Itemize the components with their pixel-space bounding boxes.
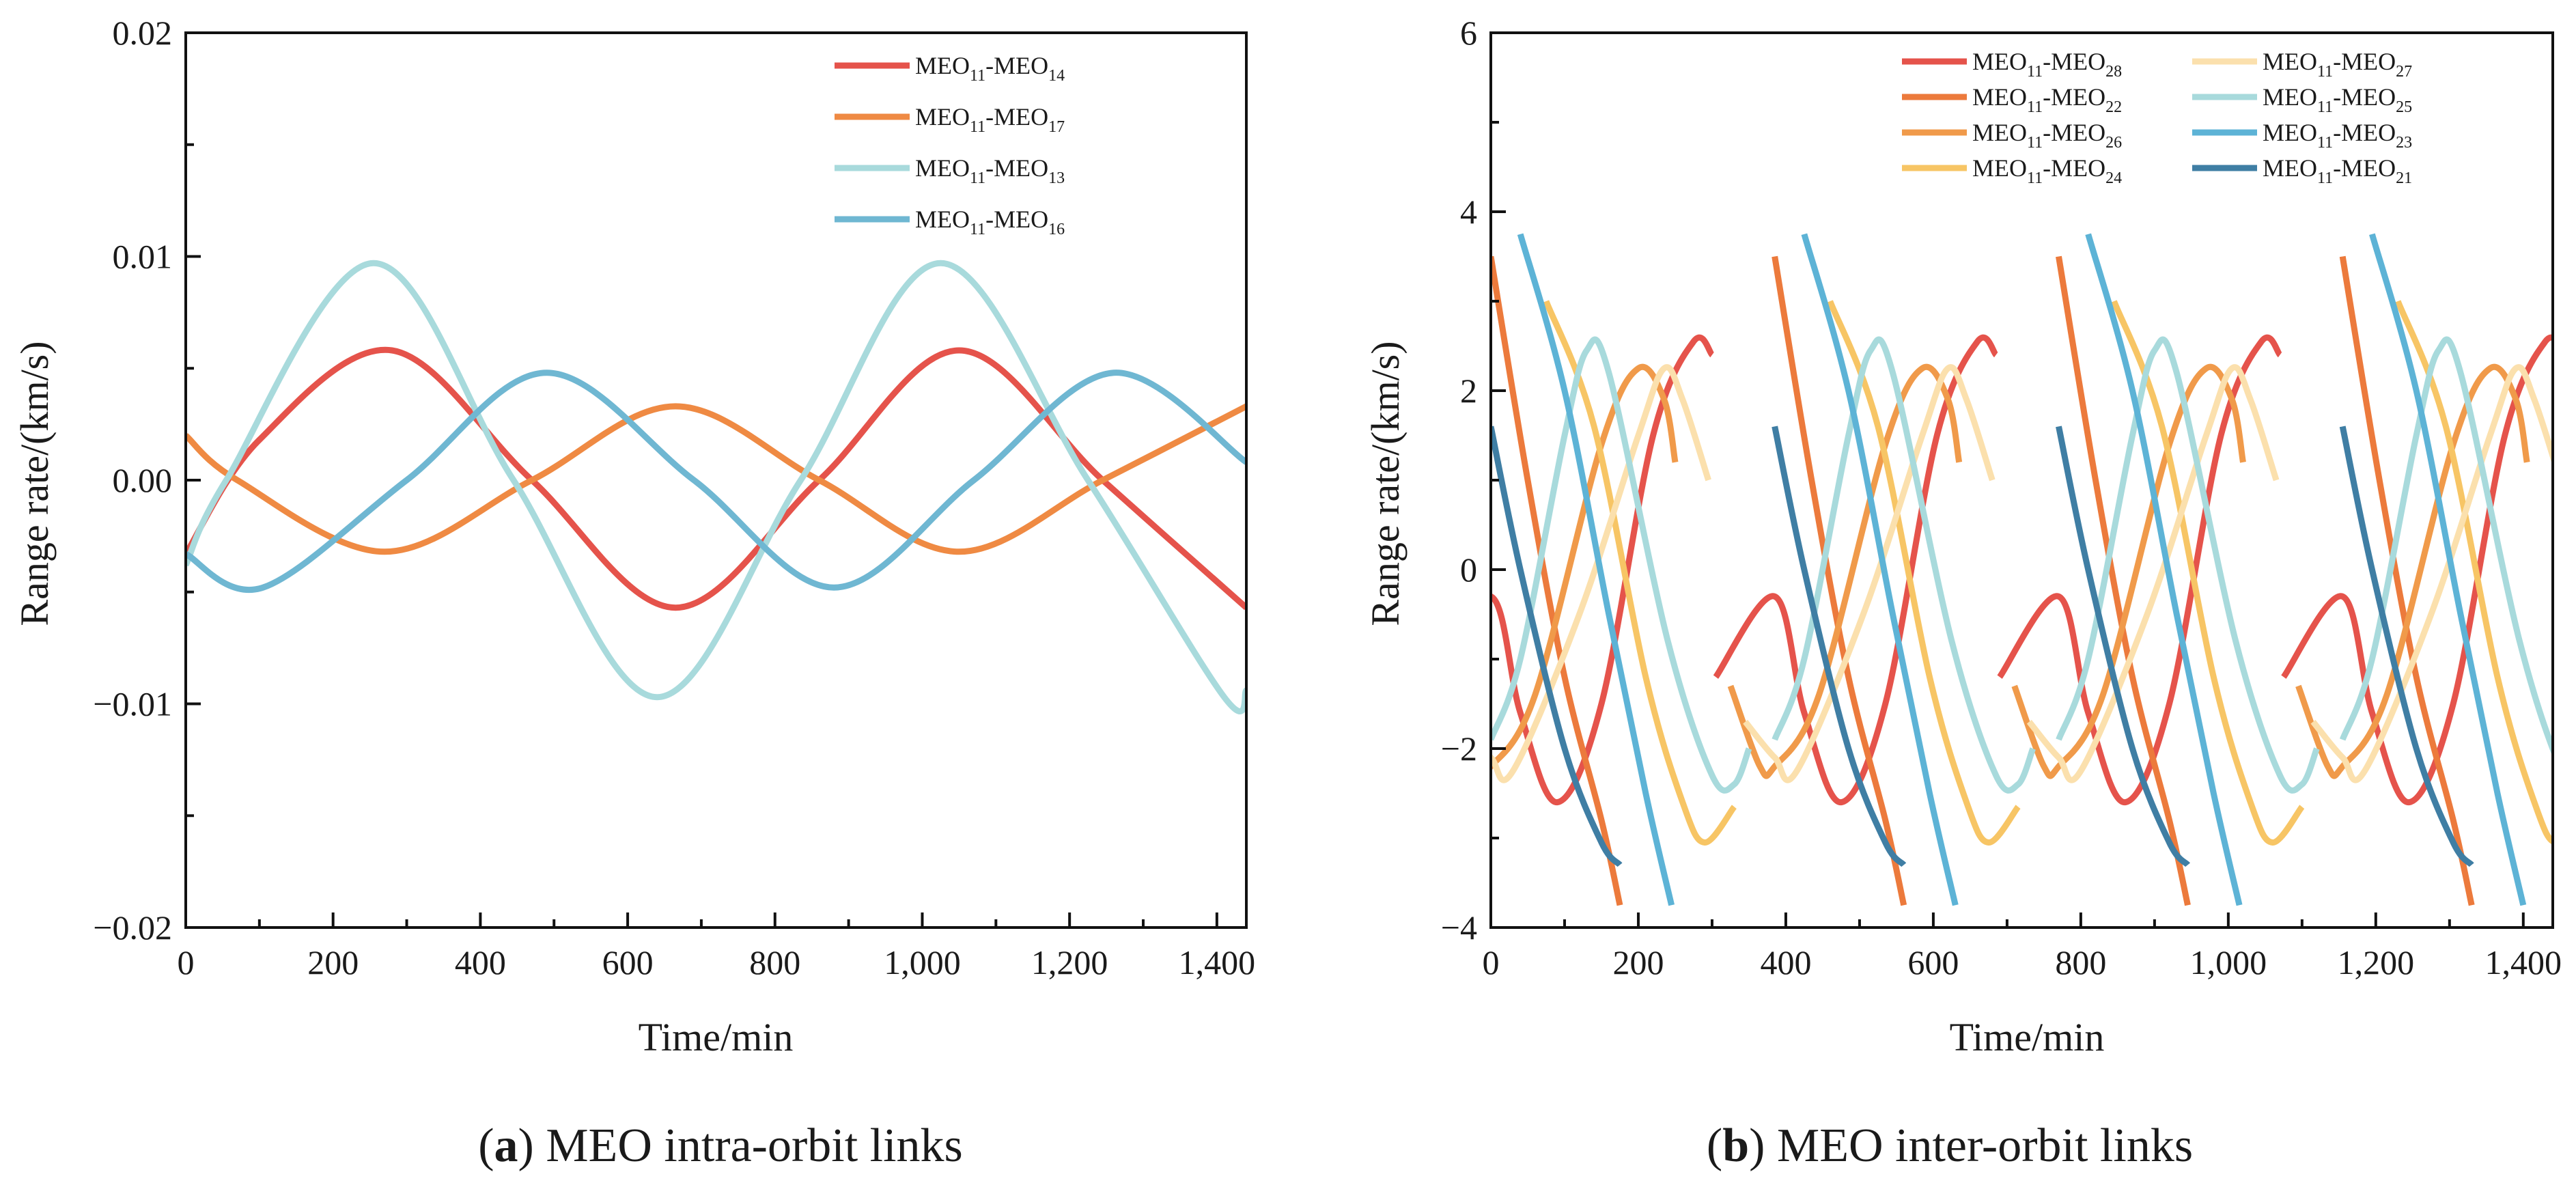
series-line-meo11-meo25 (2339, 336, 2553, 757)
legend-label: MEO11-MEO21 (2263, 154, 2412, 187)
legend-label: MEO11-MEO28 (1972, 48, 2122, 81)
x-tick-label: 600 (1907, 943, 1959, 981)
series-line-meo11-meo27 (1491, 364, 1711, 783)
panel-b-inter-orbit: 0 200 400 600 800 1,000 1,200 1,400 −4 −2 0 2 4 6 MEO… (1363, 14, 2576, 1172)
x-tick-label: 0 (1483, 943, 1500, 981)
legend-item-meo11-meo14: MEO11-MEO14 (835, 52, 1065, 85)
x-tick-label: 1,000 (2190, 943, 2267, 981)
series-line-meo11-meo23 (2085, 233, 2243, 906)
series-line-meo11-meo27 (2310, 364, 2553, 783)
panel-b-caption-letter: b (1722, 1119, 1749, 1172)
series-line-meo11-meo22 (2339, 255, 2475, 906)
panel-a-plot-area: 0 200 400 600 800 1,000 1,200 1,400 −0.02 −0.01 0.… (93, 14, 1255, 981)
x-tick-label: 0 (178, 943, 195, 981)
panel-a-xlabel: Time/min (639, 1015, 794, 1059)
panel-b-ylabel: Range rate/(km/s) (1363, 341, 1408, 626)
y-tick-label: −4 (1441, 908, 1477, 947)
series-line-meo11-meo16 (186, 370, 1246, 594)
series-line-meo11-meo21 (2056, 426, 2190, 867)
legend-item-meo11-meo21: MEO11-MEO21 (2192, 154, 2412, 187)
series-line-meo11-meo21 (1772, 426, 1907, 867)
panel-b-plot-area: 0 200 400 600 800 1,000 1,200 1,400 −4 −2 0 2 4 6 (1441, 14, 2576, 981)
x-tick-label: 600 (602, 943, 654, 981)
legend-label: MEO11-MEO24 (1972, 154, 2122, 187)
panel-a-caption-text: MEO intra-orbit links (546, 1119, 962, 1172)
legend-item-meo11-meo23: MEO11-MEO23 (2192, 119, 2412, 152)
series-line-meo11-meo27 (1743, 364, 1996, 783)
panel-b-series-group (1491, 233, 2576, 906)
panel-a-caption-letter: a (494, 1119, 518, 1172)
legend-item-meo11-meo27: MEO11-MEO27 (2192, 48, 2412, 81)
series-line-meo11-meo24 (1827, 300, 2021, 846)
y-tick-label: 0.02 (113, 14, 173, 52)
y-tick-label: −0.02 (93, 908, 172, 947)
series-line-meo11-meo25 (2056, 336, 2320, 794)
series-line-meo11-meo23 (2369, 233, 2527, 906)
panel-a-intra-orbit: 0 200 400 600 800 1,000 1,200 1,400 −0.02 −0.01 0.… (12, 14, 1255, 1172)
legend-item-meo11-meo16: MEO11-MEO16 (835, 206, 1065, 238)
x-tick-label: 400 (1760, 943, 1811, 981)
legend-label: MEO11-MEO17 (915, 103, 1065, 136)
x-tick-label: 1,000 (884, 943, 961, 981)
legend-label: MEO11-MEO25 (2263, 83, 2412, 116)
panel-a-ylabel: Range rate/(km/s) (12, 341, 57, 626)
legend-label: MEO11-MEO22 (1972, 83, 2122, 116)
panel-b-caption-text: MEO inter-orbit links (1777, 1119, 2193, 1172)
x-tick-label: 1,400 (1179, 943, 1256, 981)
x-tick-label: 800 (749, 943, 800, 981)
y-tick-label: 4 (1460, 193, 1477, 231)
series-line-meo11-meo24 (2394, 300, 2553, 845)
legend-item-meo11-meo22: MEO11-MEO22 (1902, 83, 2122, 116)
legend-item-meo11-meo17: MEO11-MEO17 (835, 103, 1065, 136)
series-line-meo11-meo24 (2111, 300, 2305, 846)
panel-a-legend: MEO11-MEO14 MEO11-MEO17 MEO11-MEO13 MEO11-M… (835, 52, 1065, 238)
panel-b-caption: (b) MEO inter-orbit links (1707, 1119, 2193, 1172)
legend-label: MEO11-MEO16 (915, 206, 1065, 238)
legend-label: MEO11-MEO26 (1972, 119, 2122, 152)
legend-item-meo11-meo25: MEO11-MEO25 (2192, 83, 2412, 116)
x-tick-label: 1,400 (2485, 943, 2562, 981)
series-line-meo11-meo13 (186, 260, 1246, 714)
series-line-meo11-meo25 (1491, 336, 1752, 794)
legend-label: MEO11-MEO27 (2263, 48, 2412, 81)
series-line-meo11-meo22 (1772, 255, 1907, 906)
panel-b-xlabel: Time/min (1950, 1015, 2105, 1059)
y-tick-label: 6 (1460, 14, 1477, 52)
series-line-meo11-meo23 (1517, 233, 1675, 906)
legend-label: MEO11-MEO13 (915, 154, 1065, 187)
x-tick-label: 1,200 (1031, 943, 1108, 981)
series-line-meo11-meo21 (2339, 426, 2474, 867)
series-line-meo11-meo25 (1772, 336, 2036, 794)
y-tick-label: −2 (1441, 729, 1477, 768)
legend-item-meo11-meo26: MEO11-MEO26 (1902, 119, 2122, 152)
series-line-meo11-meo24 (1543, 300, 1737, 846)
legend-item-meo11-meo13: MEO11-MEO13 (835, 154, 1065, 187)
panel-a-caption: (a) MEO intra-orbit links (478, 1119, 963, 1172)
x-tick-label: 1,200 (2338, 943, 2415, 981)
legend-item-meo11-meo24: MEO11-MEO24 (1902, 154, 2122, 187)
series-line-meo11-meo17 (186, 403, 1246, 555)
legend-label: MEO11-MEO23 (2263, 119, 2412, 152)
panel-a-series-group (186, 260, 1246, 714)
series-line-meo11-meo23 (1801, 233, 1959, 906)
y-tick-label: 0 (1460, 550, 1477, 589)
x-tick-label: 200 (307, 943, 359, 981)
series-line-meo11-meo27 (2026, 364, 2280, 783)
legend-label: MEO11-MEO14 (915, 52, 1065, 85)
series-line-meo11-meo28 (2568, 337, 2576, 803)
x-tick-label: 800 (2055, 943, 2106, 981)
y-tick-label: −0.01 (93, 685, 172, 723)
y-tick-label: 0.01 (113, 238, 173, 276)
y-tick-label: 2 (1460, 372, 1477, 410)
x-tick-label: 200 (1612, 943, 1664, 981)
legend-item-meo11-meo28: MEO11-MEO28 (1902, 48, 2122, 81)
y-tick-label: 0.00 (113, 461, 173, 499)
series-line-meo11-meo21 (1491, 426, 1623, 867)
x-tick-label: 400 (455, 943, 506, 981)
series-line-meo11-meo22 (2056, 255, 2191, 906)
series-line-meo11-meo22 (1491, 255, 1623, 906)
